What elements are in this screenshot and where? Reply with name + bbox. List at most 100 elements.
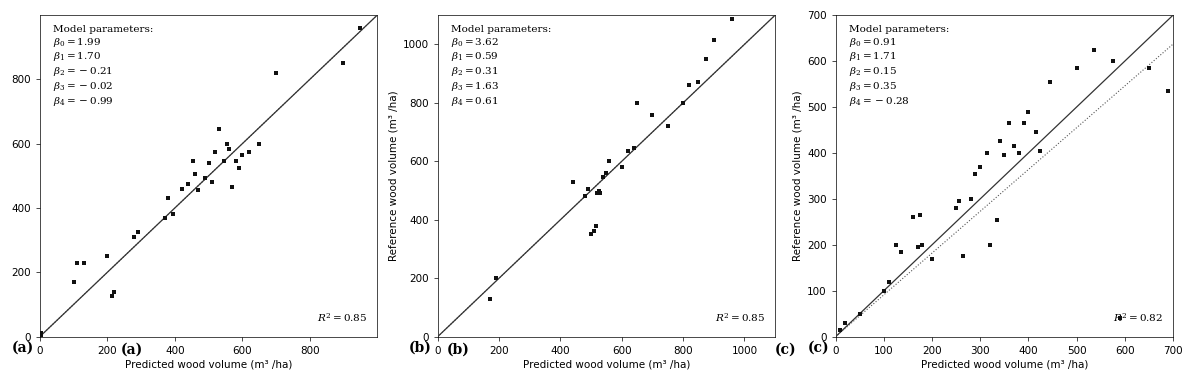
Point [923, 256, 942, 262]
Point [581, 231, 601, 237]
Point [233, 152, 252, 158]
Point [910, 212, 929, 218]
Point [1004, 143, 1023, 149]
Point [240, 149, 259, 155]
Point [947, 205, 966, 211]
Text: (c): (c) [775, 343, 796, 357]
Point [32, 330, 51, 336]
Point [850, 311, 869, 317]
Y-axis label: Reference wood volume (m³ /ha): Reference wood volume (m³ /ha) [793, 91, 802, 261]
Point [597, 170, 616, 176]
Point [159, 195, 178, 202]
Text: $R^2=0.82$: $R^2=0.82$ [1113, 311, 1163, 324]
Point [999, 120, 1018, 126]
Point [587, 190, 607, 197]
Point [67, 260, 86, 266]
Point [679, 82, 698, 88]
Point [220, 146, 239, 152]
Text: Model parameters:
$\beta_0=1.99$
$\beta_1=1.70$
$\beta_2=-0.21$
$\beta_3=-0.02$
: Model parameters: $\beta_0=1.99$ $\beta_… [54, 25, 154, 108]
Point [250, 141, 269, 147]
Point [831, 327, 850, 333]
Point [98, 253, 117, 259]
Point [226, 158, 245, 165]
Point [155, 215, 174, 221]
Point [673, 100, 693, 106]
Text: (c): (c) [808, 341, 830, 354]
Point [961, 196, 980, 202]
Point [593, 174, 613, 181]
Point [1009, 150, 1028, 156]
Point [704, 37, 724, 43]
Point [990, 138, 1009, 144]
Point [585, 228, 604, 234]
Point [214, 158, 233, 165]
Point [613, 164, 632, 170]
Point [907, 244, 927, 250]
Y-axis label: Reference wood volume (m³ /ha): Reference wood volume (m³ /ha) [388, 91, 399, 261]
Point [196, 174, 215, 181]
Point [624, 145, 644, 151]
Point [642, 112, 661, 118]
Point [949, 198, 968, 204]
Point [64, 279, 84, 285]
Point [1018, 109, 1038, 115]
Point [954, 253, 973, 259]
Point [209, 126, 228, 132]
Point [189, 187, 208, 194]
Point [1014, 120, 1033, 126]
Point [164, 211, 183, 218]
Point [891, 249, 910, 255]
Point [1084, 46, 1103, 53]
Point [351, 25, 370, 31]
X-axis label: Predicted wood volume (m³ /ha): Predicted wood volume (m³ /ha) [125, 360, 293, 370]
Point [978, 150, 997, 156]
Point [1139, 65, 1158, 71]
Point [696, 56, 715, 62]
Text: (b): (b) [408, 341, 432, 354]
Point [229, 165, 248, 171]
Point [172, 186, 191, 192]
Point [1041, 79, 1060, 85]
Point [334, 60, 353, 66]
Point [74, 260, 93, 266]
Text: Model parameters:
$\beta_0=3.62$
$\beta_1=0.59$
$\beta_2=0.31$
$\beta_3=1.63$
$\: Model parameters: $\beta_0=3.62$ $\beta_… [451, 25, 552, 108]
Point [599, 158, 618, 164]
Point [586, 223, 605, 229]
Point [578, 186, 597, 192]
Point [128, 229, 147, 235]
Point [722, 16, 741, 22]
Point [879, 279, 898, 285]
Point [618, 148, 638, 154]
Point [1110, 315, 1130, 321]
Point [199, 160, 219, 166]
X-axis label: Predicted wood volume (m³ /ha): Predicted wood volume (m³ /ha) [523, 360, 690, 370]
X-axis label: Predicted wood volume (m³ /ha): Predicted wood volume (m³ /ha) [921, 360, 1088, 370]
Point [689, 79, 708, 85]
Point [124, 234, 143, 240]
Point [184, 158, 203, 165]
Text: $R^2=0.85$: $R^2=0.85$ [316, 311, 367, 324]
Point [1030, 147, 1050, 154]
Point [480, 296, 499, 302]
Point [987, 216, 1007, 223]
Point [222, 184, 241, 190]
Point [217, 141, 236, 147]
Point [1026, 129, 1045, 135]
Text: $R^2=0.85$: $R^2=0.85$ [715, 311, 765, 324]
Point [202, 179, 221, 186]
Point [913, 242, 933, 248]
Point [564, 179, 583, 185]
Point [103, 293, 122, 299]
Point [628, 100, 647, 106]
Point [486, 275, 505, 281]
Point [32, 332, 51, 338]
Point [179, 181, 198, 187]
Point [1103, 58, 1122, 64]
Point [995, 152, 1014, 158]
Point [591, 190, 610, 197]
Point [185, 171, 204, 177]
Point [980, 242, 999, 248]
Point [658, 123, 677, 129]
Text: (a): (a) [12, 341, 33, 354]
Text: (b): (b) [447, 343, 470, 357]
